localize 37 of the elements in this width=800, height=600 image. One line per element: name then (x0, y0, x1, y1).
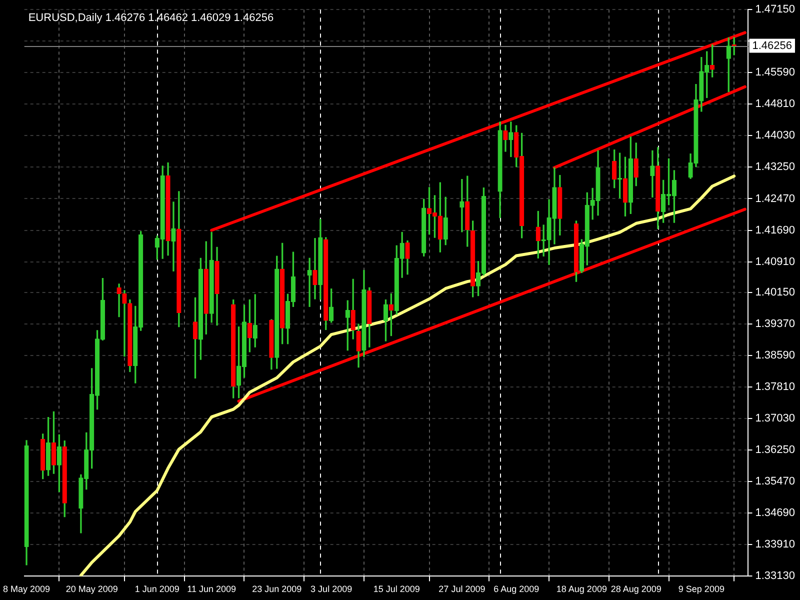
x-tick-label: 18 Aug 2009 (556, 584, 607, 594)
x-tick-label: 3 Jul 2009 (310, 584, 352, 594)
candlestick (650, 150, 655, 198)
y-tick-label: 1.44810 (755, 98, 796, 110)
y-tick-label: 1.36250 (755, 444, 796, 456)
y-tick-label: 1.33910 (755, 538, 796, 551)
x-tick-label: 8 May 2009 (3, 584, 50, 594)
x-tick-label: 23 Jun 2009 (252, 584, 302, 594)
y-tick-label: 1.40150 (755, 286, 796, 299)
candlestick (508, 122, 514, 158)
x-tick-label: 20 May 2009 (66, 584, 118, 594)
y-tick-label: 1.45590 (755, 66, 796, 79)
y-tick-label: 1.35470 (755, 476, 796, 488)
x-tick-label: 28 Aug 2009 (610, 584, 662, 594)
y-tick-label: 1.37030 (755, 412, 796, 425)
x-tick-label: 1 Jun 2009 (134, 584, 180, 594)
x-tick-label: 15 Jul 2009 (373, 584, 420, 594)
y-tick-label: 1.41690 (755, 224, 796, 236)
y-tick-label: 1.39370 (755, 318, 796, 330)
x-tick-label: 9 Sep 2009 (678, 584, 724, 594)
y-tick-label: 1.40910 (755, 256, 796, 268)
chart-title: EURUSD,Daily 1.46276 1.46462 1.46029 1.46256 (28, 12, 274, 24)
x-tick-label: 27 Jul 2009 (438, 584, 486, 594)
y-tick-label: 1.43250 (755, 161, 796, 174)
candlestick (460, 179, 464, 232)
candlestick (171, 202, 176, 272)
y-tick-label: 1.34690 (755, 507, 796, 520)
y-tick-label: 1.44030 (755, 130, 796, 142)
ref-line-label: 1.46256 (752, 40, 792, 52)
x-tick-label: 6 Aug 2009 (494, 584, 540, 594)
y-tick-label: 1.47150 (755, 4, 796, 16)
y-tick-label: 1.42470 (755, 192, 796, 205)
y-tick-label: 1.37810 (755, 381, 796, 394)
y-tick-label: 1.33130 (755, 570, 796, 582)
x-tick-label: 11 Jun 2009 (187, 584, 236, 594)
candlestick (307, 258, 312, 307)
y-tick-label: 1.38590 (755, 350, 796, 362)
